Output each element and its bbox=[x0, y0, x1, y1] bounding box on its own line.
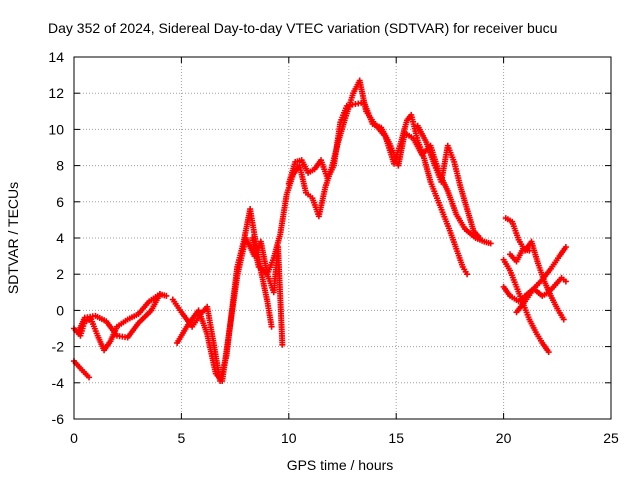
data-point bbox=[562, 278, 569, 285]
y-axis-label: SDTVAR / TECUs bbox=[5, 182, 21, 294]
data-marks bbox=[71, 77, 569, 384]
series-track-h bbox=[414, 122, 483, 241]
data-point bbox=[545, 349, 552, 356]
y-tick-label: 0 bbox=[56, 302, 64, 318]
data-point bbox=[487, 240, 494, 247]
data-point bbox=[476, 235, 483, 241]
data-point bbox=[163, 292, 170, 299]
y-tick-label: -4 bbox=[52, 375, 65, 391]
x-tick-label: 15 bbox=[388, 430, 404, 446]
chart-title: Day 352 of 2024, Sidereal Day-to-day VTE… bbox=[48, 20, 557, 36]
y-tick-label: -2 bbox=[52, 339, 65, 355]
series-track-a bbox=[71, 358, 93, 381]
x-tick-label: 10 bbox=[281, 430, 297, 446]
y-tick-label: 4 bbox=[56, 230, 64, 246]
data-point bbox=[526, 247, 533, 254]
series-track-e bbox=[174, 235, 286, 384]
x-tick-label: 0 bbox=[70, 430, 78, 446]
data-point bbox=[268, 323, 275, 330]
data-point bbox=[560, 316, 567, 323]
y-tick-label: 12 bbox=[48, 85, 64, 101]
y-tick-label: -6 bbox=[52, 411, 65, 427]
data-point bbox=[156, 291, 163, 298]
x-tick-label: 25 bbox=[603, 430, 619, 446]
data-point bbox=[279, 341, 286, 348]
x-tick-label: 5 bbox=[178, 430, 186, 446]
axis-ticks: 0 5 10 15 20 25 -6 -4 -2 0 2 4 6 8 10 12 14 bbox=[48, 49, 619, 446]
y-tick-label: 2 bbox=[56, 266, 64, 282]
y-tick-label: 6 bbox=[56, 194, 64, 210]
grid bbox=[74, 57, 611, 419]
data-point bbox=[562, 244, 569, 251]
y-tick-label: 14 bbox=[48, 49, 64, 65]
x-axis-label: GPS time / hours bbox=[287, 457, 394, 473]
series-track-c bbox=[75, 291, 163, 341]
series-track-i bbox=[500, 256, 552, 356]
data-point bbox=[464, 271, 471, 278]
series-track-l bbox=[507, 245, 533, 265]
data-point bbox=[86, 374, 93, 381]
y-tick-label: 10 bbox=[48, 121, 64, 137]
y-tick-label: 8 bbox=[56, 158, 64, 174]
x-tick-label: 20 bbox=[496, 430, 512, 446]
series-track-m bbox=[513, 244, 569, 316]
